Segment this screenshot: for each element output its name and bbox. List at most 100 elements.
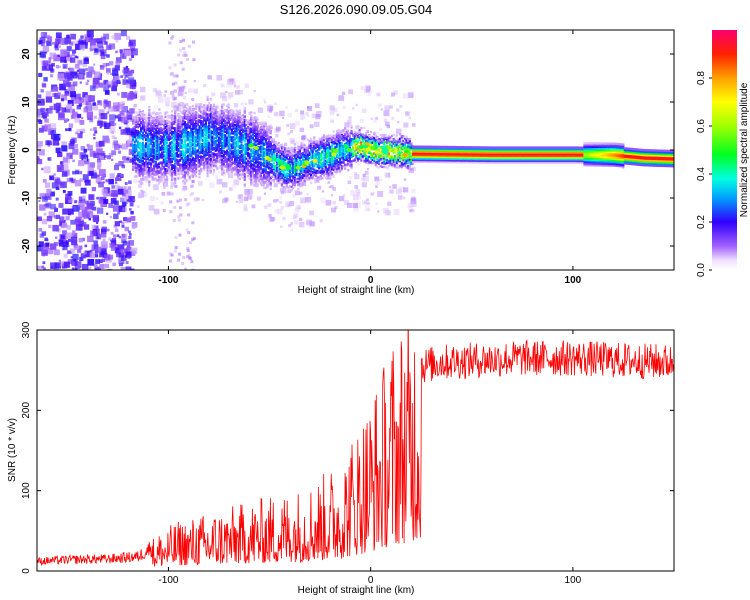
heatmap-cell bbox=[180, 150, 183, 153]
heatmap-cell bbox=[208, 153, 211, 157]
heatmap-cell bbox=[264, 169, 267, 172]
heatmap-cell bbox=[145, 167, 148, 170]
heatmap-cell bbox=[243, 108, 246, 111]
heatmap-cell bbox=[48, 211, 55, 218]
heatmap-cell bbox=[361, 108, 367, 114]
heatmap-cell bbox=[135, 131, 138, 134]
heatmap-cell bbox=[232, 142, 235, 145]
heatmap-cell bbox=[63, 261, 70, 268]
heatmap-cell bbox=[185, 113, 188, 116]
heatmap-cell bbox=[230, 122, 233, 125]
heatmap-cell bbox=[251, 168, 254, 171]
heatmap-cell bbox=[58, 65, 61, 68]
heatmap-cell bbox=[209, 117, 212, 120]
heatmap-cell bbox=[167, 136, 170, 139]
heatmap-cell bbox=[256, 174, 259, 177]
heatmap-cell bbox=[176, 199, 180, 203]
heatmap-cell bbox=[54, 208, 58, 212]
heatmap-cell bbox=[201, 129, 204, 132]
heatmap-cell bbox=[211, 119, 214, 122]
heatmap-cell bbox=[267, 175, 271, 178]
heatmap-cell bbox=[179, 128, 183, 132]
heatmap-cell bbox=[177, 112, 180, 116]
heatmap-cell bbox=[174, 181, 177, 185]
heatmap-cell bbox=[182, 256, 186, 260]
heatmap-cell bbox=[138, 166, 141, 169]
heatmap-cell bbox=[402, 93, 409, 99]
heatmap-cell bbox=[188, 126, 191, 129]
heatmap-cell bbox=[212, 121, 216, 124]
heatmap-cell bbox=[172, 138, 175, 141]
heatmap-cell bbox=[119, 113, 126, 120]
heatmap-cell bbox=[242, 114, 245, 117]
heatmap-cell bbox=[264, 138, 267, 141]
heatmap-cell bbox=[196, 115, 199, 118]
heatmap-cell bbox=[132, 135, 135, 138]
heatmap-cell bbox=[193, 166, 196, 169]
heatmap-cell bbox=[81, 39, 87, 45]
heatmap-cell bbox=[246, 167, 250, 170]
heatmap-cell bbox=[222, 133, 225, 136]
heatmap-cell bbox=[94, 267, 101, 270]
heatmap-cell bbox=[63, 253, 68, 258]
heatmap-cell bbox=[235, 168, 238, 172]
heatmap-cell bbox=[212, 170, 216, 174]
heatmap-cell bbox=[149, 164, 152, 167]
heatmap-cell bbox=[255, 152, 258, 155]
heatmap-cell bbox=[253, 150, 256, 154]
heatmap-cell bbox=[182, 169, 185, 172]
heatmap-cell bbox=[230, 156, 233, 159]
heatmap-cell bbox=[78, 211, 82, 216]
heatmap-cell bbox=[190, 110, 193, 113]
heatmap-cell bbox=[174, 177, 177, 180]
heatmap-cell bbox=[185, 126, 188, 130]
heatmap-cell bbox=[355, 188, 361, 194]
heatmap-cell bbox=[136, 151, 140, 154]
heatmap-cell bbox=[187, 109, 190, 112]
heatmap-cell bbox=[115, 115, 119, 119]
heatmap-cell bbox=[246, 154, 250, 157]
heatmap-cell bbox=[174, 173, 177, 176]
heatmap-cell bbox=[227, 168, 230, 171]
heatmap-cell bbox=[93, 133, 96, 136]
heatmap-cell bbox=[206, 98, 209, 101]
heatmap-cell bbox=[156, 155, 159, 159]
heatmap-cell bbox=[209, 148, 212, 151]
heatmap-cell bbox=[211, 139, 214, 142]
heatmap-cell bbox=[98, 82, 104, 88]
heatmap-cell bbox=[246, 153, 250, 156]
heatmap-cell bbox=[56, 103, 60, 107]
heatmap-cell bbox=[177, 163, 180, 166]
heatmap-cell bbox=[364, 171, 369, 175]
heatmap-cell bbox=[138, 124, 141, 128]
heatmap-cell bbox=[193, 130, 196, 133]
heatmap-cell bbox=[206, 144, 209, 147]
heatmap-cell bbox=[162, 124, 165, 127]
heatmap-cell bbox=[143, 157, 146, 160]
heatmap-cell bbox=[183, 103, 186, 106]
heatmap-cell bbox=[153, 118, 156, 122]
heatmap-cell bbox=[198, 127, 201, 130]
heatmap-cell bbox=[206, 97, 209, 100]
heatmap-cell bbox=[256, 154, 259, 157]
heatmap-cell bbox=[76, 105, 81, 110]
heatmap-cell bbox=[352, 107, 355, 110]
heatmap-cell bbox=[166, 153, 169, 156]
heatmap-cell bbox=[127, 77, 135, 84]
heatmap-cell bbox=[148, 117, 151, 120]
heatmap-cell bbox=[237, 131, 240, 135]
heatmap-cell bbox=[185, 116, 188, 119]
heatmap-cell bbox=[377, 191, 384, 197]
heatmap-cell bbox=[286, 124, 289, 127]
heatmap-cell bbox=[175, 126, 178, 129]
heatmap-cell bbox=[263, 98, 266, 101]
heatmap-cell bbox=[243, 159, 246, 162]
heatmap-cell bbox=[266, 143, 269, 146]
heatmap-cell bbox=[261, 154, 264, 157]
heatmap-cell bbox=[243, 152, 246, 155]
heatmap-cell bbox=[232, 138, 235, 142]
heatmap-cell bbox=[245, 164, 248, 167]
heatmap-cell bbox=[168, 259, 172, 263]
heatmap-cell bbox=[96, 165, 101, 170]
